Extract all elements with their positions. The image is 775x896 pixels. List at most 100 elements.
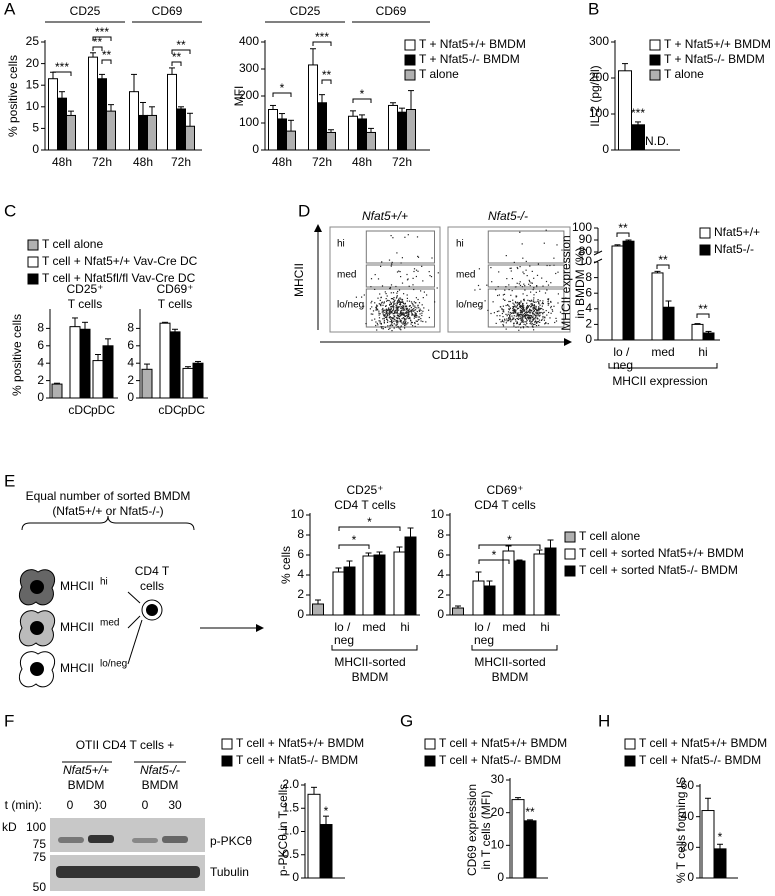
event-dot [501,308,503,310]
x-group-label: MHCII-sorted [334,655,405,669]
event-dot [529,309,531,311]
event-dot [550,301,552,303]
event-dot [533,306,535,308]
bar [332,571,345,616]
event-dot [392,237,394,239]
event-dot [400,306,402,308]
group-label: CD25 [70,4,101,18]
event-dot [479,288,481,290]
event-dot [538,311,540,313]
event-dot [393,312,395,314]
event-dot [517,301,519,303]
event-dot [403,293,405,295]
event-dot [399,328,401,330]
event-dot [522,316,524,319]
event-dot [391,263,393,265]
event-dot [527,306,529,308]
error-bar [705,797,711,811]
event-dot [398,299,400,301]
event-dot [531,321,533,323]
event-dot [374,302,376,304]
event-dot [404,319,406,321]
event-dot [508,319,510,321]
event-dot [425,321,427,323]
event-dot [396,322,398,324]
significance-bracket [338,526,401,531]
event-dot [548,311,550,314]
y-tick-label: 0 [585,332,592,346]
event-dot [409,317,411,320]
y-tick-label: 60 [681,778,695,792]
event-dot [509,307,511,309]
event-dot [538,309,540,311]
event-dot [512,299,514,301]
event-dot [537,308,540,310]
event-dot [370,302,372,304]
event-dot [416,307,418,309]
event-dot [393,297,395,299]
event-dot [392,305,394,307]
event-dot [407,311,409,313]
event-dot [389,301,391,303]
band [88,835,114,843]
flow-y-axis-label: MHCII [292,263,306,297]
error-bar [95,354,101,361]
event-dot [535,313,537,315]
event-dot [421,304,423,306]
y-tick-label: 0 [687,870,694,884]
event-dot [520,319,522,322]
event-dot [526,308,528,310]
event-dot [530,318,532,320]
legend-swatch [424,738,436,750]
bar [277,118,287,151]
event-dot [418,309,420,311]
event-dot [398,327,400,329]
event-dot [504,289,506,291]
event-dot [410,321,413,323]
marker-label: 50 [33,880,47,894]
event-dot [521,321,523,323]
event-dot [534,320,536,322]
event-dot [416,315,418,317]
event-dot [539,290,541,292]
event-dot [408,300,411,302]
y-axis-label: % cells [279,546,293,584]
event-dot [411,309,413,311]
flow-plots: Nfat5+/+ Nfat5-/- MHCII CD11b hi med lo/… [292,209,572,362]
event-dot [405,312,408,314]
event-dot [521,286,523,288]
event-dot [511,319,513,321]
event-dot [397,325,399,328]
event-dot [378,317,381,319]
y-tick-label: 6 [127,338,134,352]
y-tick-label: 20 [681,840,695,854]
event-dot [536,311,538,313]
event-dot [517,312,519,314]
y-tick-label: 2 [37,373,44,387]
event-dot [397,309,399,311]
event-dot [385,308,387,310]
event-dot [419,308,421,310]
event-dot [372,313,374,315]
error-bar [399,107,405,113]
event-dot [527,316,529,318]
event-dot [396,323,398,325]
event-dot [508,317,510,320]
event-dot [410,301,413,303]
event-dot [512,308,514,310]
event-dot [378,303,380,305]
y-tick-label: 0 [37,390,44,404]
event-dot [501,308,503,311]
event-dot [501,320,503,322]
event-dot [393,318,395,320]
event-dot [539,307,541,309]
event-dot [519,312,521,314]
event-dot [531,325,533,327]
event-dot [536,274,539,276]
event-dot [529,300,531,302]
event-dot [519,315,521,317]
event-dot [395,285,397,288]
bar [326,131,336,151]
event-dot [552,310,554,312]
event-dot [402,321,404,323]
